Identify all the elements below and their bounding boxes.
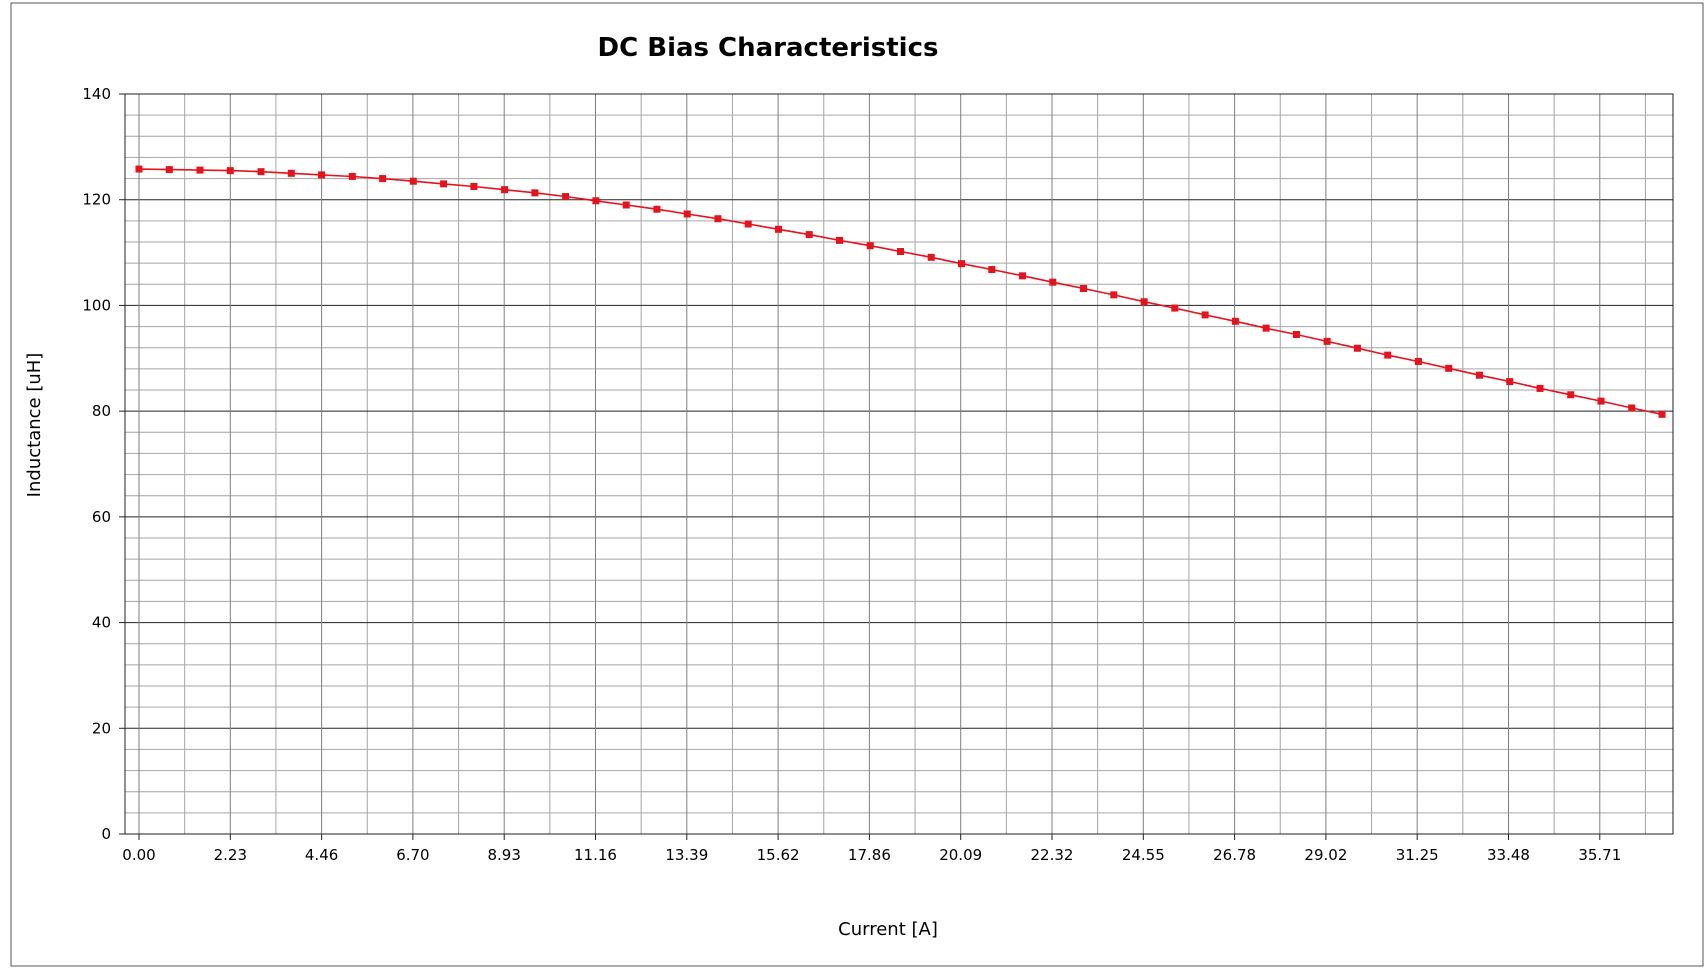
data-point [653,205,661,213]
minor-grid [125,94,1673,834]
data-point [501,186,509,194]
data-point [1110,291,1118,299]
outer-border [10,2,1704,967]
data-point [744,220,752,228]
x-tick-label: 11.16 [574,846,617,864]
y-axis-label: Inductance [uH] [24,353,45,498]
x-tick-label: 33.48 [1487,846,1530,864]
x-axis-ticks: 0.00 2.23 4.46 6.70 8.93 11.16 13.39 15.62 17.86… [122,834,1621,864]
data-point [714,215,722,223]
chart-title: DC Bias Characteristics [598,33,939,63]
data-point [683,210,691,218]
data-point [1597,397,1605,405]
data-point [257,168,265,176]
data-point [1080,285,1088,293]
series-markers [135,165,1666,418]
data-point [531,189,539,197]
y-axis-ticks: 0 20 40 60 80 100 120 140 [82,85,125,843]
data-point [196,166,204,174]
data-point [562,193,570,201]
data-point [927,253,935,261]
y-tick-label: 100 [82,296,111,314]
data-point [1140,298,1148,306]
data-point [1171,304,1179,312]
data-point [1323,337,1331,345]
data-point [1049,278,1057,286]
data-point [135,165,143,173]
data-point [1292,331,1300,338]
x-tick-label: 4.46 [305,846,338,864]
y-tick-label: 120 [82,191,111,209]
y-tick-label: 140 [82,85,111,103]
x-tick-label: 29.02 [1304,846,1347,864]
y-tick-label: 20 [92,719,111,737]
data-point [165,166,173,174]
data-point [409,177,417,185]
data-point [1231,317,1239,325]
data-point [1567,391,1575,399]
data-point [379,175,387,183]
x-tick-label: 15.62 [757,846,800,864]
data-point [287,169,295,177]
x-tick-label: 26.78 [1213,846,1256,864]
data-point [318,171,326,179]
x-tick-label: 24.55 [1122,846,1165,864]
data-point [1658,410,1666,418]
data-point [1384,351,1392,359]
y-tick-label: 40 [92,614,111,632]
x-tick-label: 6.70 [396,846,429,864]
x-tick-label: 2.23 [214,846,247,864]
x-tick-label: 22.32 [1031,846,1074,864]
data-point [1353,344,1361,352]
x-tick-label: 0.00 [122,846,155,864]
data-point [470,183,478,190]
x-tick-label: 17.86 [848,846,891,864]
x-axis-label: Current [A] [838,919,938,940]
data-point [897,248,905,256]
data-point [1475,371,1483,379]
data-point [1445,364,1453,372]
data-point [592,197,600,205]
data-point [988,265,996,273]
data-point [1628,404,1636,412]
data-point [805,231,813,239]
data-point [226,167,234,175]
x-tick-label: 35.71 [1578,846,1621,864]
x-tick-label: 8.93 [487,846,520,864]
data-point [622,201,630,209]
x-tick-label: 31.25 [1396,846,1439,864]
x-tick-label: 13.39 [665,846,708,864]
y-tick-label: 60 [92,508,111,526]
plot-area-border [124,93,1674,835]
data-point [1262,324,1270,332]
data-point [836,236,844,244]
data-point [1506,378,1514,386]
data-point [958,260,966,268]
data-point [1536,384,1544,392]
data-point [1414,357,1422,365]
data-point [1019,272,1027,280]
data-point [348,172,356,180]
y-tick-label: 80 [92,402,111,420]
x-tick-label: 20.09 [939,846,982,864]
y-tick-label: 0 [101,825,111,843]
data-point [440,180,448,188]
data-point [775,225,783,233]
data-point [1201,311,1209,319]
data-point [866,242,874,250]
